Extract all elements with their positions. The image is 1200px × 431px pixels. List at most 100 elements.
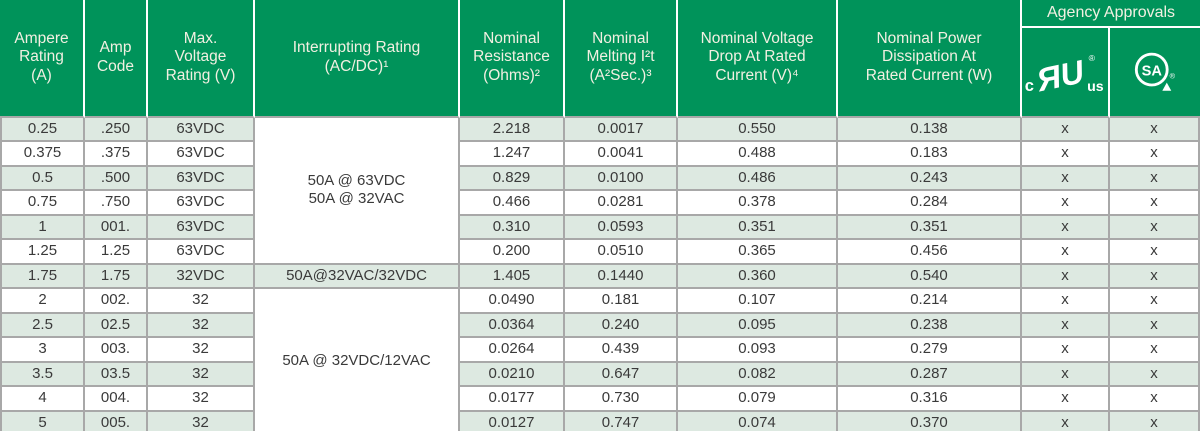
cell-ul-approval: x xyxy=(1022,191,1110,216)
cell-code: .250 xyxy=(85,117,148,143)
col-header-nominal-melting: Nominal Melting I²t (A²Sec.)³ xyxy=(565,0,678,118)
cell-csa-approval: x xyxy=(1110,166,1200,192)
cell-interrupting-merged-63vdc: 50A @ 63VDC 50A @ 32VAC xyxy=(255,117,460,265)
table-row: 5 005. 32 0.0127 0.747 0.074 0.370 x x xyxy=(0,411,1200,431)
svg-text:ЯU: ЯU xyxy=(1033,53,1088,94)
cell-resistance: 1.247 xyxy=(460,142,565,167)
col-header-max-voltage: Max. Voltage Rating (V) xyxy=(148,0,255,118)
cell-melting: 0.0100 xyxy=(565,166,678,192)
cell-power: 0.351 xyxy=(838,215,1022,241)
cell-resistance: 0.0490 xyxy=(460,289,565,314)
cell-resistance: 0.466 xyxy=(460,191,565,216)
cell-power: 0.456 xyxy=(838,240,1022,265)
col-header-ul-approval: c ЯU ® us xyxy=(1022,28,1110,118)
cell-power: 0.370 xyxy=(838,411,1022,431)
cell-vdrop: 0.093 xyxy=(678,338,838,363)
svg-text:us: us xyxy=(1087,79,1104,94)
header-row-main: Ampere Rating (A) Amp Code Max. Voltage … xyxy=(0,0,1200,118)
cell-csa-approval: x xyxy=(1110,362,1200,388)
cell-vdrop: 0.074 xyxy=(678,411,838,431)
cell-voltage: 32VDC xyxy=(148,264,255,290)
cell-power: 0.183 xyxy=(838,142,1022,167)
cell-vdrop: 0.365 xyxy=(678,240,838,265)
table-row: 0.5 .500 63VDC 0.829 0.0100 0.486 0.243 … xyxy=(0,166,1200,192)
cell-ampere: 3.5 xyxy=(0,362,85,388)
cell-code: .375 xyxy=(85,142,148,167)
cell-ampere: 2.5 xyxy=(0,313,85,339)
cell-ul-approval: x xyxy=(1022,142,1110,167)
cell-ul-approval: x xyxy=(1022,387,1110,412)
cell-power: 0.214 xyxy=(838,289,1022,314)
cell-code: 02.5 xyxy=(85,313,148,339)
cell-csa-approval: x xyxy=(1110,240,1200,265)
cell-power: 0.284 xyxy=(838,191,1022,216)
cell-power: 0.279 xyxy=(838,338,1022,363)
cell-csa-approval: x xyxy=(1110,387,1200,412)
cell-ampere: 2 xyxy=(0,289,85,314)
header-row-agency-logos: c ЯU ® us SA ® xyxy=(0,28,1200,118)
cell-code: 003. xyxy=(85,338,148,363)
cell-vdrop: 0.351 xyxy=(678,215,838,241)
cell-ampere: 0.375 xyxy=(0,142,85,167)
cell-voltage: 63VDC xyxy=(148,240,255,265)
cell-voltage: 32 xyxy=(148,289,255,314)
cell-voltage: 63VDC xyxy=(148,117,255,143)
cell-power: 0.138 xyxy=(838,117,1022,143)
cell-ampere: 0.5 xyxy=(0,166,85,192)
cell-code: 1.25 xyxy=(85,240,148,265)
table-row: 1 001. 63VDC 0.310 0.0593 0.351 0.351 x … xyxy=(0,215,1200,241)
cell-ampere: 3 xyxy=(0,338,85,363)
cell-ul-approval: x xyxy=(1022,215,1110,241)
cell-vdrop: 0.488 xyxy=(678,142,838,167)
cell-csa-approval: x xyxy=(1110,411,1200,431)
cell-voltage: 63VDC xyxy=(148,215,255,241)
cell-melting: 0.0510 xyxy=(565,240,678,265)
cell-melting: 0.1440 xyxy=(565,264,678,290)
cell-resistance: 0.310 xyxy=(460,215,565,241)
cell-resistance: 1.405 xyxy=(460,264,565,290)
ul-recognized-icon: c ЯU ® us xyxy=(1024,50,1106,94)
cell-ul-approval: x xyxy=(1022,240,1110,265)
cell-resistance: 0.0264 xyxy=(460,338,565,363)
cell-csa-approval: x xyxy=(1110,338,1200,363)
col-header-agency-approvals: Agency Approvals xyxy=(1022,0,1200,28)
col-header-power-dissipation: Nominal Power Dissipation At Rated Curre… xyxy=(838,0,1022,118)
cell-csa-approval: x xyxy=(1110,313,1200,339)
col-header-voltage-drop: Nominal Voltage Drop At Rated Current (V… xyxy=(678,0,838,118)
table-row: 0.375 .375 63VDC 1.247 0.0041 0.488 0.18… xyxy=(0,142,1200,167)
cell-voltage: 32 xyxy=(148,313,255,339)
table-row: 4 004. 32 0.0177 0.730 0.079 0.316 x x xyxy=(0,387,1200,412)
cell-vdrop: 0.378 xyxy=(678,191,838,216)
cell-resistance: 0.829 xyxy=(460,166,565,192)
cell-ul-approval: x xyxy=(1022,362,1110,388)
table-row: 1.25 1.25 63VDC 0.200 0.0510 0.365 0.456… xyxy=(0,240,1200,265)
cell-ampere: 0.25 xyxy=(0,117,85,143)
cell-ampere: 1.75 xyxy=(0,264,85,290)
cell-voltage: 63VDC xyxy=(148,166,255,192)
table-row: 2.5 02.5 32 0.0364 0.240 0.095 0.238 x x xyxy=(0,313,1200,339)
svg-text:c: c xyxy=(1025,76,1034,94)
col-header-interrupting-rating: Interrupting Rating (AC/DC)¹ xyxy=(255,0,460,118)
cell-voltage: 32 xyxy=(148,411,255,431)
cell-voltage: 63VDC xyxy=(148,142,255,167)
cell-melting: 0.730 xyxy=(565,387,678,412)
cell-resistance: 2.218 xyxy=(460,117,565,143)
cell-ampere: 1 xyxy=(0,215,85,241)
cell-melting: 0.0041 xyxy=(565,142,678,167)
table-body: 0.25 .250 63VDC 50A @ 63VDC 50A @ 32VAC … xyxy=(0,117,1200,431)
cell-vdrop: 0.107 xyxy=(678,289,838,314)
cell-code: 004. xyxy=(85,387,148,412)
cell-resistance: 0.0210 xyxy=(460,362,565,388)
cell-ul-approval: x xyxy=(1022,117,1110,143)
cell-code: .500 xyxy=(85,166,148,192)
cell-csa-approval: x xyxy=(1110,142,1200,167)
cell-resistance: 0.0364 xyxy=(460,313,565,339)
cell-vdrop: 0.079 xyxy=(678,387,838,412)
cell-ul-approval: x xyxy=(1022,338,1110,363)
svg-text:®: ® xyxy=(1170,71,1176,80)
cell-ampere: 1.25 xyxy=(0,240,85,265)
table-row: 0.75 .750 63VDC 0.466 0.0281 0.378 0.284… xyxy=(0,191,1200,216)
table-header: Ampere Rating (A) Amp Code Max. Voltage … xyxy=(0,0,1200,118)
